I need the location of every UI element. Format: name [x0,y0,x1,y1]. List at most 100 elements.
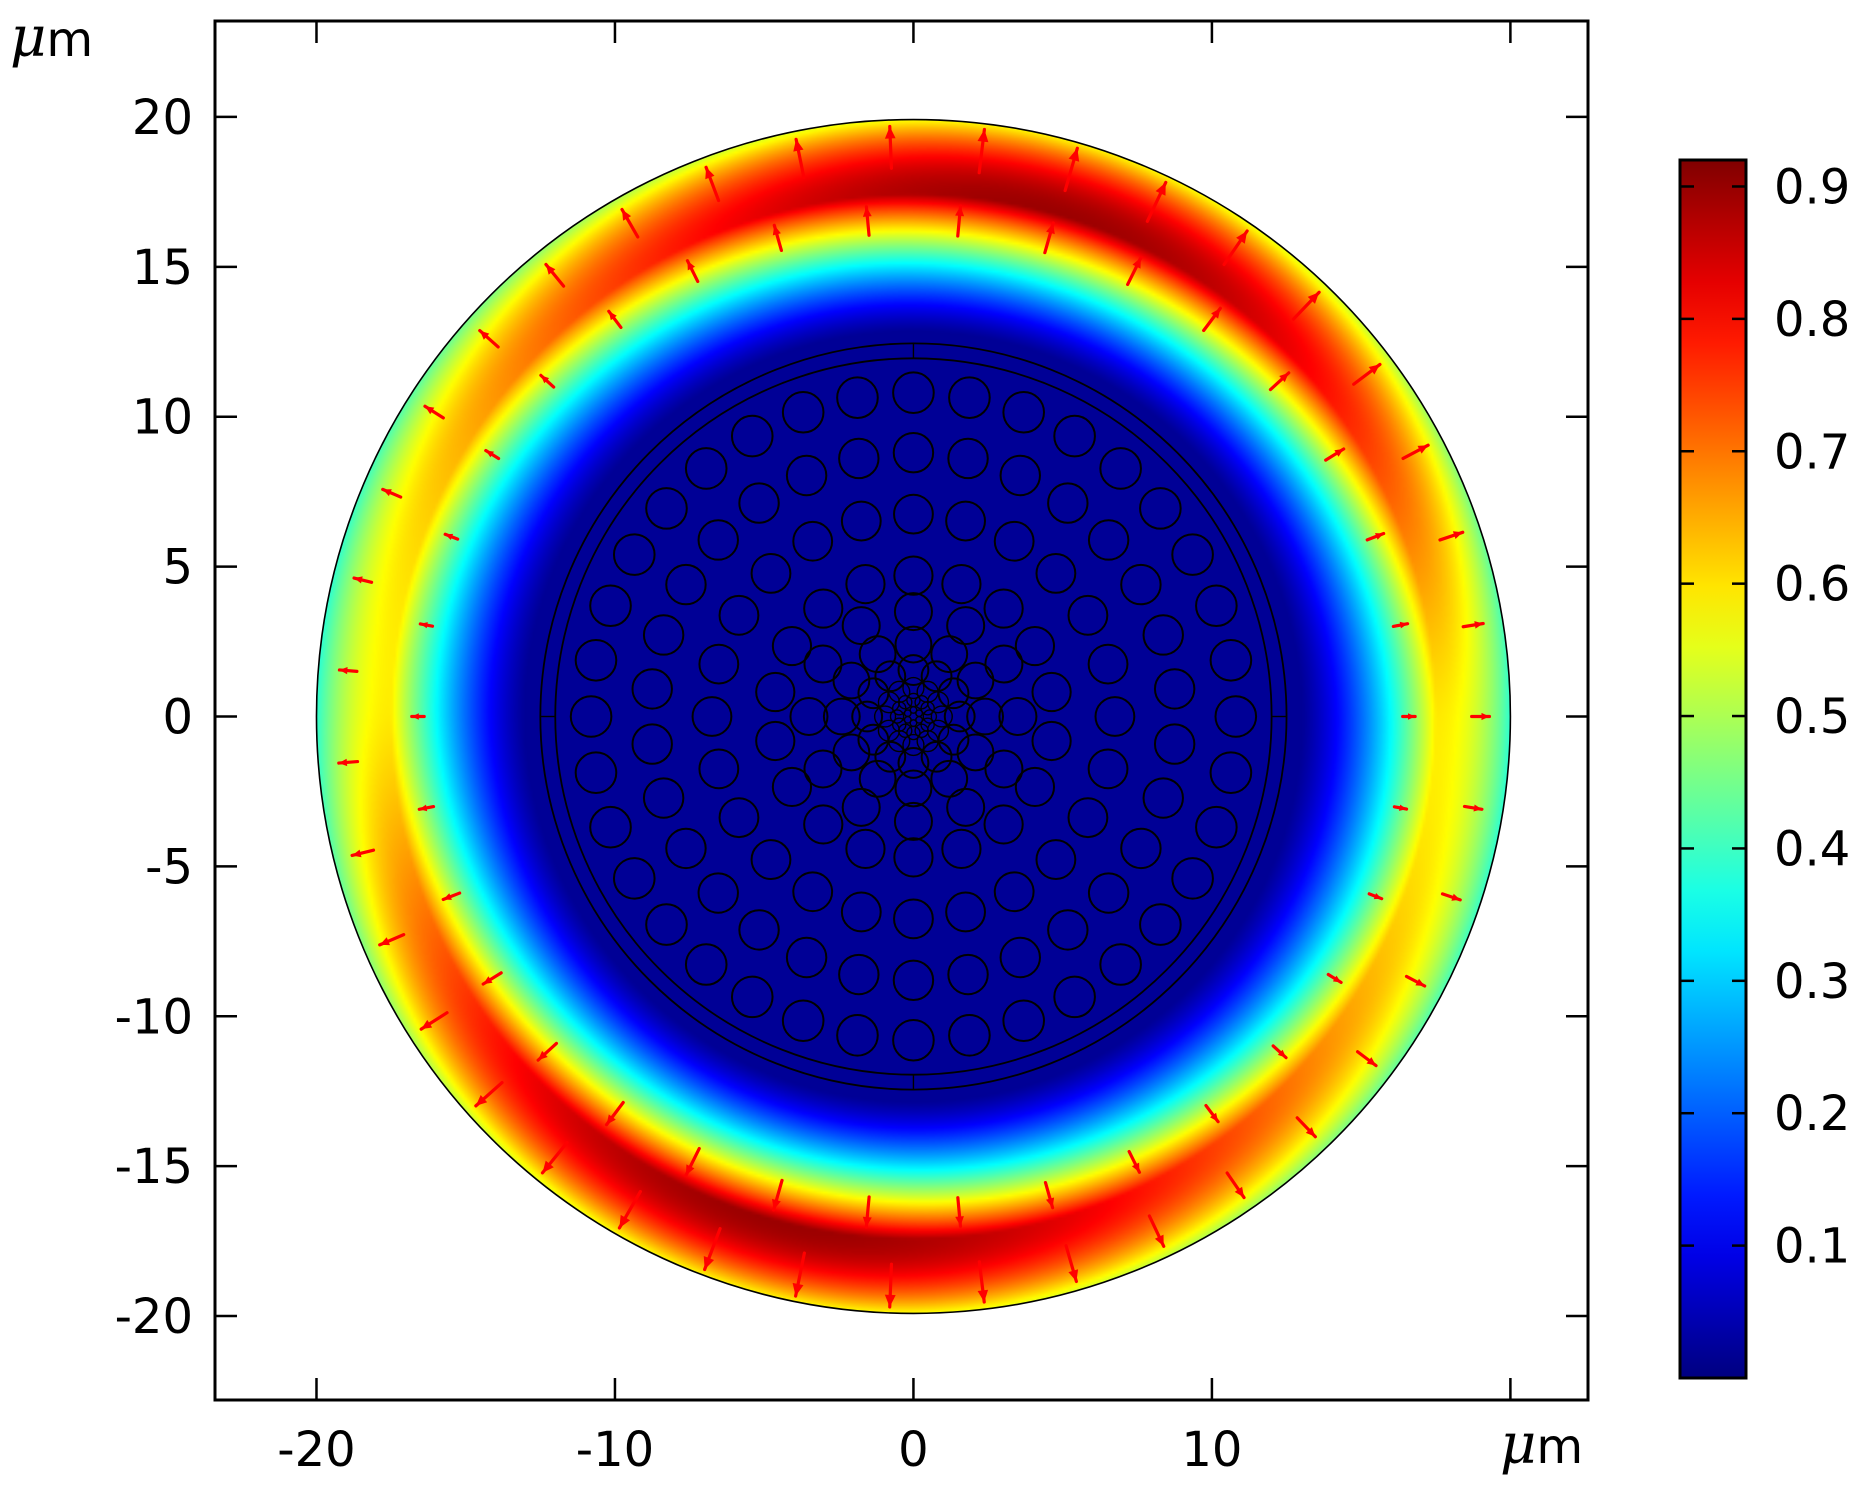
x-tick-label: -10 [576,1422,654,1478]
vector-arrow [884,1262,896,1309]
air-hole [1139,487,1182,530]
arrow-head [606,1114,616,1125]
air-hole [906,725,921,741]
air-hole [755,720,796,762]
vector-arrow [381,487,403,499]
arrow-head [1366,1057,1376,1066]
air-hole [738,482,780,524]
air-hole [785,936,828,979]
vector-arrow [1268,371,1291,392]
arrow-head [475,1095,488,1106]
y-tick-label: 15 [132,240,193,296]
air-hole [948,1014,991,1057]
vector-arrow [1391,621,1410,629]
vector-arrow [1202,306,1222,333]
air-hole [937,677,970,710]
vector-arrow [793,137,806,180]
colorbar-tick-label: 0.5 [1774,689,1850,745]
air-hole [803,749,843,789]
vector-arrow [539,373,556,389]
vector-arrow [955,1196,964,1228]
air-hole [1139,903,1182,946]
x-axis-unit-label: μm [1500,1412,1583,1477]
vector-arrow [337,667,359,675]
arrow-head [354,576,363,584]
air-hole [983,804,1024,845]
air-hole [966,697,1004,736]
fiber-geometry [315,118,1512,1315]
air-hole [718,594,760,636]
air-hole [945,500,986,542]
air-hole [822,697,861,736]
vector-arrow [684,1146,701,1177]
y-axis-unit-label: μm [10,5,93,70]
vector-arrow [423,404,445,420]
arrow-head [1399,804,1407,811]
air-hole [697,872,739,914]
arrow-head [622,209,632,221]
arrow-head [483,976,493,985]
arrow-head [479,330,490,340]
air-hole [792,871,834,913]
air-hole [718,797,760,839]
air-hole [698,643,740,685]
arrow-head [1452,531,1463,539]
vector-arrow [1271,1044,1288,1060]
air-hole [873,705,897,728]
vector-arrow [704,165,721,203]
air-hole [832,733,871,772]
arrow-head [443,893,452,900]
vector-arrow [484,448,501,461]
air-hole [832,661,871,700]
vector-arrow [474,1080,504,1108]
vector-arrow [1063,146,1080,193]
arrow-head [1332,975,1342,983]
air-hole [894,625,933,664]
vector-arrow [607,309,623,330]
x-tick-label: -20 [277,1422,355,1478]
arrow-head [1451,893,1461,901]
x-tick-label: 0 [898,1422,929,1478]
air-hole [836,376,879,419]
vector-arrow [685,259,700,284]
air-hole [781,999,825,1043]
air-hole [750,839,792,880]
air-hole [574,638,618,682]
arrow-head [420,622,428,629]
arrow-head [955,1216,964,1227]
air-hole [1047,909,1089,951]
air-hole [838,437,880,480]
vector-arrow [862,205,872,237]
air-hole [857,723,890,756]
vector-arrow [544,262,566,288]
arrow-head [1046,223,1055,235]
arrow-head [1068,148,1080,162]
arrow-head [1277,1049,1286,1058]
air-hole [998,696,1038,737]
air-hole [893,555,934,596]
arrow-head [445,533,454,540]
air-hole [1094,696,1136,737]
arrow-head [421,1019,433,1030]
air-hole [956,733,995,772]
arrow-head [1415,978,1425,986]
air-hole [858,759,897,798]
air-hole [803,804,844,845]
colorbar-tick-label: 0.1 [1774,1219,1850,1275]
colorbar-tick-label: 0.6 [1774,557,1850,613]
vector-arrow [378,933,406,947]
air-hole [771,766,813,808]
air-hole [858,635,897,674]
air-hole [922,709,938,724]
air-hole [755,671,796,713]
vector-arrow [1401,713,1417,720]
arrow-head [1474,621,1484,629]
y-axis-unit-m: m [46,12,93,68]
air-hole [930,705,953,728]
arrow-head [1307,292,1320,304]
arrow-head [1481,712,1490,721]
vector-arrow [417,804,436,812]
arrow-head [608,311,617,321]
vector-arrow [604,1100,625,1127]
